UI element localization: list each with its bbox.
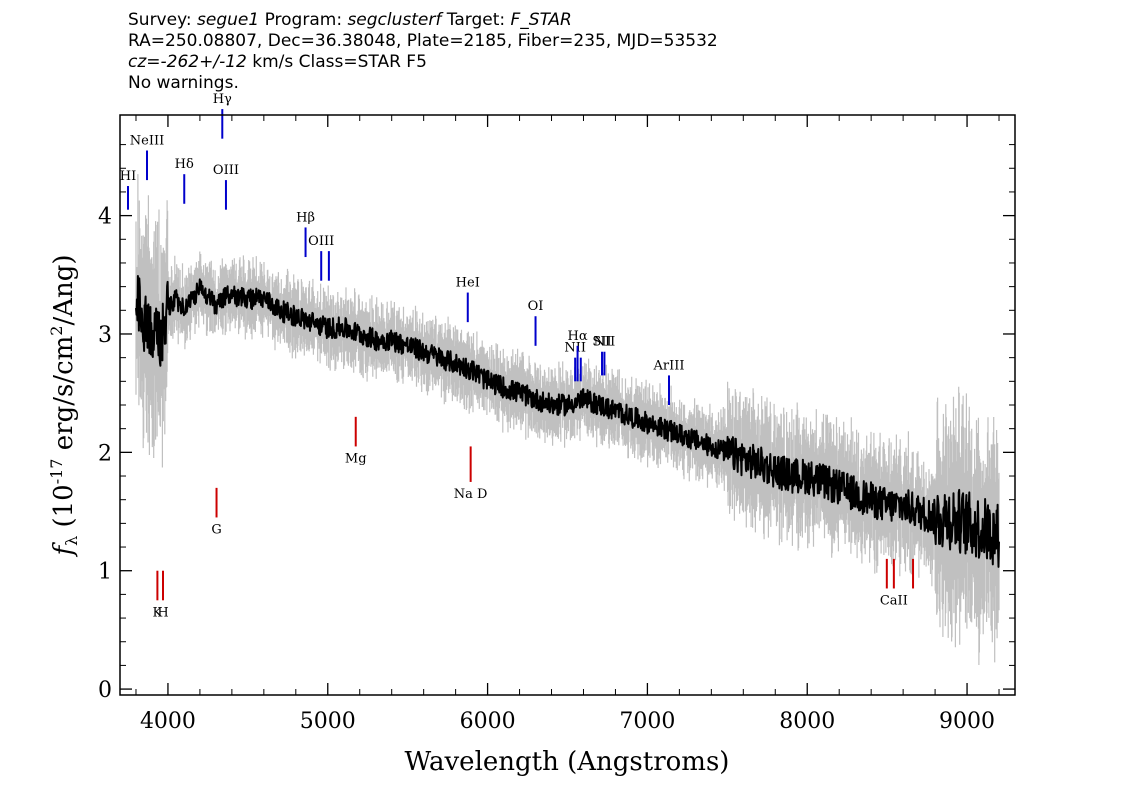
header-line-survey: Survey: segue1 Program: segclusterf Targ…: [128, 10, 718, 31]
axis-tick-layer: 4000 5000 6000 7000 8000 9000 0 1 2 3 4: [98, 115, 1015, 734]
header-line-warnings: No warnings.: [128, 73, 239, 93]
feature-label-5: Hβ: [296, 210, 315, 225]
header-line-redshift: cz=-262+/-12 km/s Class=STAR F5: [128, 52, 718, 73]
survey-label: Survey:: [128, 10, 198, 30]
spectrum-header: Survey: segue1 Program: segclusterf Targ…: [128, 10, 718, 94]
feature-label-11: Hα: [568, 329, 588, 344]
class-text: km/s Class=STAR F5: [246, 52, 427, 72]
y-tick-label-0: 0: [98, 678, 112, 703]
y-tick-label-4: 4: [98, 205, 112, 230]
header-line-coordinates: RA=250.08807, Dec=36.38048, Plate=2185, …: [128, 31, 718, 51]
y-tick-label-2: 2: [98, 441, 112, 466]
feature-label-20: Na D: [454, 487, 488, 502]
feature-label-14: NII: [594, 335, 616, 350]
target-value: F_STAR: [510, 10, 572, 30]
x-tick-label-4: 8000: [779, 709, 835, 734]
feature-label-17: H: [157, 605, 168, 620]
flux-layer: [135, 275, 1000, 568]
feature-label-15: ArIII: [652, 358, 684, 373]
x-tick-label-3: 7000: [619, 709, 675, 734]
x-tick-label-0: 4000: [140, 709, 196, 734]
feature-label-18: G: [211, 522, 221, 537]
y-title-units: erg/s/cm: [49, 336, 79, 459]
y-axis-title: fλ (10-17 erg/s/cm2/Ang): [47, 254, 81, 557]
program-label: Program:: [259, 10, 348, 30]
y-title-exponent: -17: [47, 459, 66, 485]
y-title-squared: 2: [47, 326, 66, 336]
feature-label-0: HI: [120, 169, 136, 184]
x-tick-label-2: 6000: [460, 709, 516, 734]
x-axis-title: Wavelength (Angstroms): [405, 747, 730, 777]
error-band-layer: [135, 174, 1000, 665]
program-value: segclusterf: [347, 10, 442, 30]
y-tick-label-3: 3: [98, 323, 112, 348]
feature-label-3: Hγ: [213, 92, 232, 107]
y-title-lambda: λ: [62, 536, 81, 546]
y-title-per-ang: /Ang): [49, 254, 79, 325]
flux-spectrum-line: [135, 275, 1000, 568]
y-tick-label-1: 1: [98, 560, 112, 585]
feature-label-19: Mg: [345, 451, 367, 466]
feature-label-4: OIII: [213, 163, 239, 178]
feature-label-6: OIII: [308, 234, 334, 249]
redshift-value: cz=-262+/-12: [128, 52, 247, 72]
y-title-scale: (10: [49, 484, 79, 536]
survey-value: segue1: [197, 10, 260, 30]
feature-label-8: HeI: [456, 276, 480, 291]
target-label: Target:: [441, 10, 511, 30]
feature-label-1: NeIII: [130, 134, 164, 149]
feature-label-2: Hδ: [175, 157, 194, 172]
feature-label-9: OI: [528, 299, 544, 314]
x-tick-label-1: 5000: [300, 709, 356, 734]
feature-label-22: CaII: [880, 593, 908, 608]
feature-label-16: K: [153, 605, 163, 620]
x-tick-label-5: 9000: [939, 709, 995, 734]
error-band: [135, 174, 1000, 665]
feature-label-10: NII: [564, 341, 586, 356]
feature-label-13: SII: [592, 335, 611, 350]
